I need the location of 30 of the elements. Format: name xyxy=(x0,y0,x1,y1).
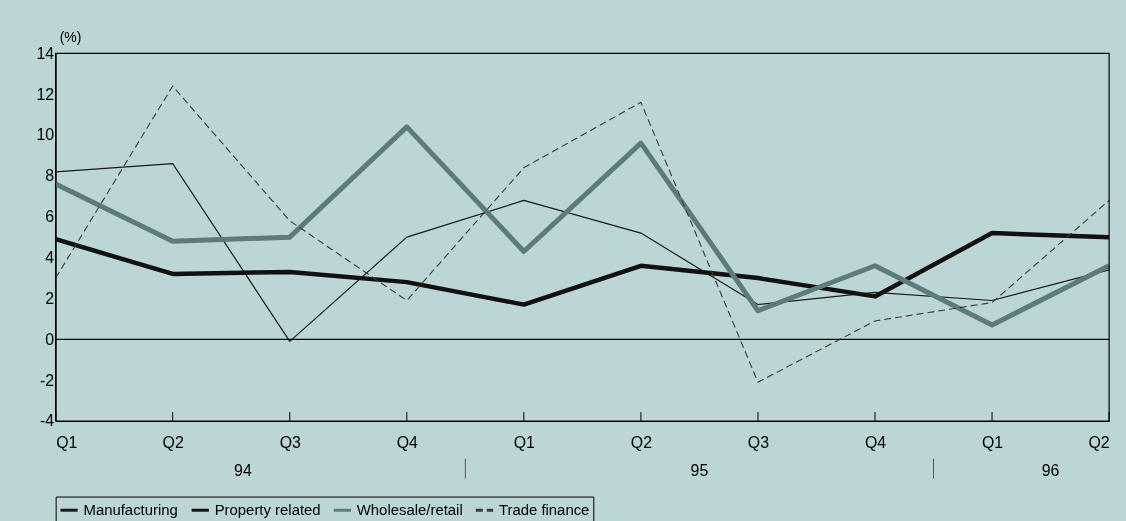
y-tick-label: 12 xyxy=(36,85,55,103)
y-axis-title: (%) xyxy=(59,29,82,46)
x-tick-label: Q2 xyxy=(162,434,184,452)
legend-label: Property related xyxy=(214,502,321,519)
y-tick-label: -4 xyxy=(40,412,55,430)
x-tick-label: Q1 xyxy=(56,434,78,452)
x-tick-label: Q3 xyxy=(747,434,770,452)
y-tick-label: -2 xyxy=(40,371,55,389)
y-tick-label: 2 xyxy=(45,289,55,307)
y-tick-label: 6 xyxy=(45,208,55,226)
x-tick-label: Q2 xyxy=(630,434,653,452)
text: 95 xyxy=(690,461,709,479)
y-tick-label: 0 xyxy=(45,330,55,348)
x-tick-label: Q1 xyxy=(513,434,536,452)
text: 96 xyxy=(1041,461,1060,479)
legend-label: Wholesale/retail xyxy=(356,502,463,519)
y-tick-label: 14 xyxy=(36,44,55,62)
y-tick-label: 4 xyxy=(45,249,55,267)
line-series xyxy=(55,85,1110,383)
y-tick-label: 8 xyxy=(45,167,55,185)
legend-label: Trade finance xyxy=(498,502,590,519)
x-tick-label: Q1 xyxy=(981,434,1004,452)
y-tick-label: 10 xyxy=(36,126,55,144)
line-series xyxy=(55,163,1110,342)
x-tick-label: Q4 xyxy=(396,434,419,452)
x-tick-label: Q4 xyxy=(864,434,887,452)
legend-label: Manufacturing xyxy=(83,502,178,519)
x-tick-label: Q2 xyxy=(1088,434,1110,452)
text: 94 xyxy=(234,461,252,479)
x-tick-label: Q3 xyxy=(279,434,302,452)
